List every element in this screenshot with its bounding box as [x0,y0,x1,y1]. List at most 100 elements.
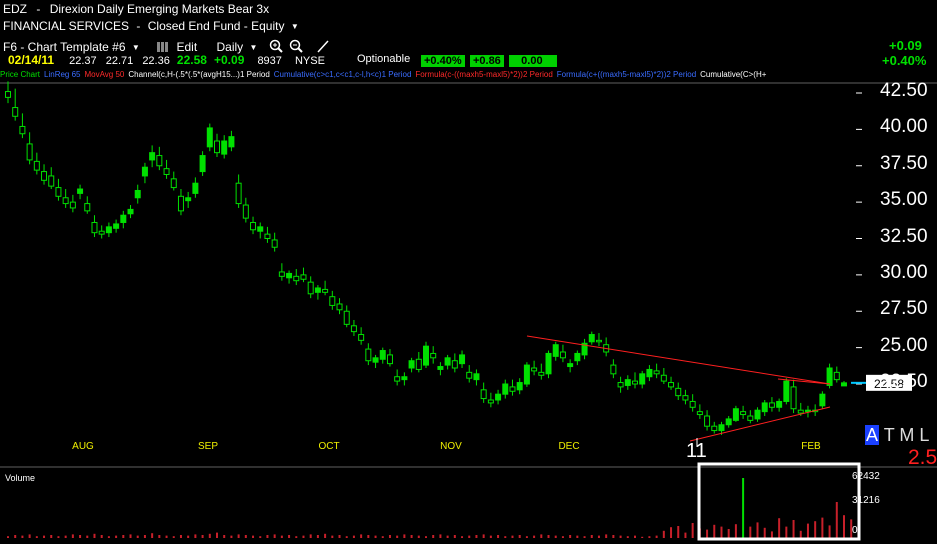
candle-body [617,382,624,388]
zoom-out-icon[interactable] [289,39,303,56]
candle-body [754,409,761,420]
candle-body [314,287,321,293]
month-label: OCT [318,441,339,452]
atml-l[interactable]: L [919,425,930,445]
study-label[interactable]: Channel(c,H-(.5*(.5*(avgH15...)1 Period [128,70,270,79]
chevron-down-icon[interactable]: ▼ [290,22,299,32]
candle-body [675,387,682,397]
price-axis-label: 40.00 [880,116,928,138]
study-label[interactable]: Formula(c-((maxh5-maxl5)*2))2 Period [415,70,553,79]
candle-body [322,288,329,293]
atml-a[interactable]: A [865,425,880,445]
candle-body [41,171,48,181]
candle-body [624,379,631,386]
sector-bar: FINANCIAL SERVICES - Closed End Fund - E… [0,19,299,33]
edit-grid-icon[interactable] [157,41,169,52]
month-label: DEC [558,441,579,452]
candle-body [33,160,40,171]
study-label[interactable]: Price Chart [0,70,41,79]
candle-body [163,168,170,175]
candle-body [776,400,783,408]
candle-body [134,189,141,199]
candle-body [55,187,62,197]
volume-title: Volume [5,473,35,483]
candle-body [228,136,235,148]
change-summary: +0.40% +0.86 0.00 [421,53,557,67]
study-label[interactable]: LinReg 65 [44,70,81,79]
candle-body [704,415,711,427]
sector-separator: - [136,19,141,33]
price-axis-label: 35.00 [880,189,928,211]
month-label: FEB [801,441,821,452]
candle-body [127,208,134,215]
month-label: AUG [72,441,94,452]
pct-change-badge: +0.40% [421,55,465,67]
study-label[interactable]: MovAvg 50 [84,70,125,79]
candle-body [250,221,257,231]
candle-body [415,358,422,370]
lower-trendline [689,406,831,442]
candle-body [826,367,833,386]
symbol[interactable]: EDZ [3,2,27,16]
candle-body [761,402,768,413]
draw-line-icon[interactable] [316,39,330,56]
candle-body [365,348,372,362]
fund-type-label[interactable]: Closed End Fund - Equity [147,19,285,33]
candle-body [718,424,725,432]
candle-body [350,325,357,333]
candle-body [660,374,667,382]
candle-body [768,402,775,408]
candle-body [235,182,242,205]
candle-body [632,380,638,385]
price-axis-label: 22.50 [880,371,928,392]
candle-body [177,195,184,212]
corner-pct: +0.40% [882,53,927,68]
study-label[interactable]: Cumulative(C>(H+ [700,70,767,79]
study-label[interactable]: Formula(c+((maxh5-maxl5)*2))2 Period [556,70,697,79]
study-label[interactable]: Cumulative(c>c1,c<c1,c-l,h<c)1 Period [273,70,412,79]
candle-body [300,274,307,280]
candle-body [214,140,220,154]
candle-body [105,226,112,234]
month-label: NOV [440,441,462,452]
chevron-down-icon[interactable]: ▼ [131,43,140,53]
chevron-down-icon[interactable]: ▼ [249,43,258,53]
template-selector[interactable]: F6 - Chart Template #6 [3,40,126,54]
candle-body [552,344,559,357]
volume-axis-label: 62432 [852,471,880,482]
month-label: SEP [198,441,218,452]
candle-body [509,386,516,392]
volume-highlight-box [697,462,861,541]
quote-volume: 8937 [257,55,282,67]
candle-body [372,357,379,363]
candle-body [574,352,581,362]
candle-body [466,371,473,379]
security-name: Direxion Daily Emerging Markets Bear 3x [49,2,270,16]
candle-body [206,127,213,148]
volume-axis-label: 0 [852,525,858,536]
candle-body [725,418,732,426]
candle-body [113,223,120,229]
edit-button[interactable]: Edit [176,40,198,54]
atml-m[interactable]: M [899,425,915,445]
candle-body [192,182,199,194]
candle-body [559,351,566,359]
period-selector[interactable]: Daily [216,40,244,54]
candle-body [437,366,444,370]
candle-body [149,152,156,161]
candle-body [278,271,285,277]
candle-body [581,342,588,356]
atml-t[interactable]: T [883,425,895,445]
title-separator: - [36,2,41,16]
candle-body [646,368,653,378]
net-change-badge: +0.86 [469,55,504,67]
candle-body [480,389,487,400]
last-price-tag-text: 22.58 [874,377,904,391]
candle-body [401,376,408,381]
title-bar: EDZ - Direxion Daily Emerging Markets Be… [0,2,269,16]
zoom-in-icon[interactable] [269,39,283,56]
volume-axis-label: 31216 [852,495,880,506]
atml-indicator: A T M L [865,425,929,446]
